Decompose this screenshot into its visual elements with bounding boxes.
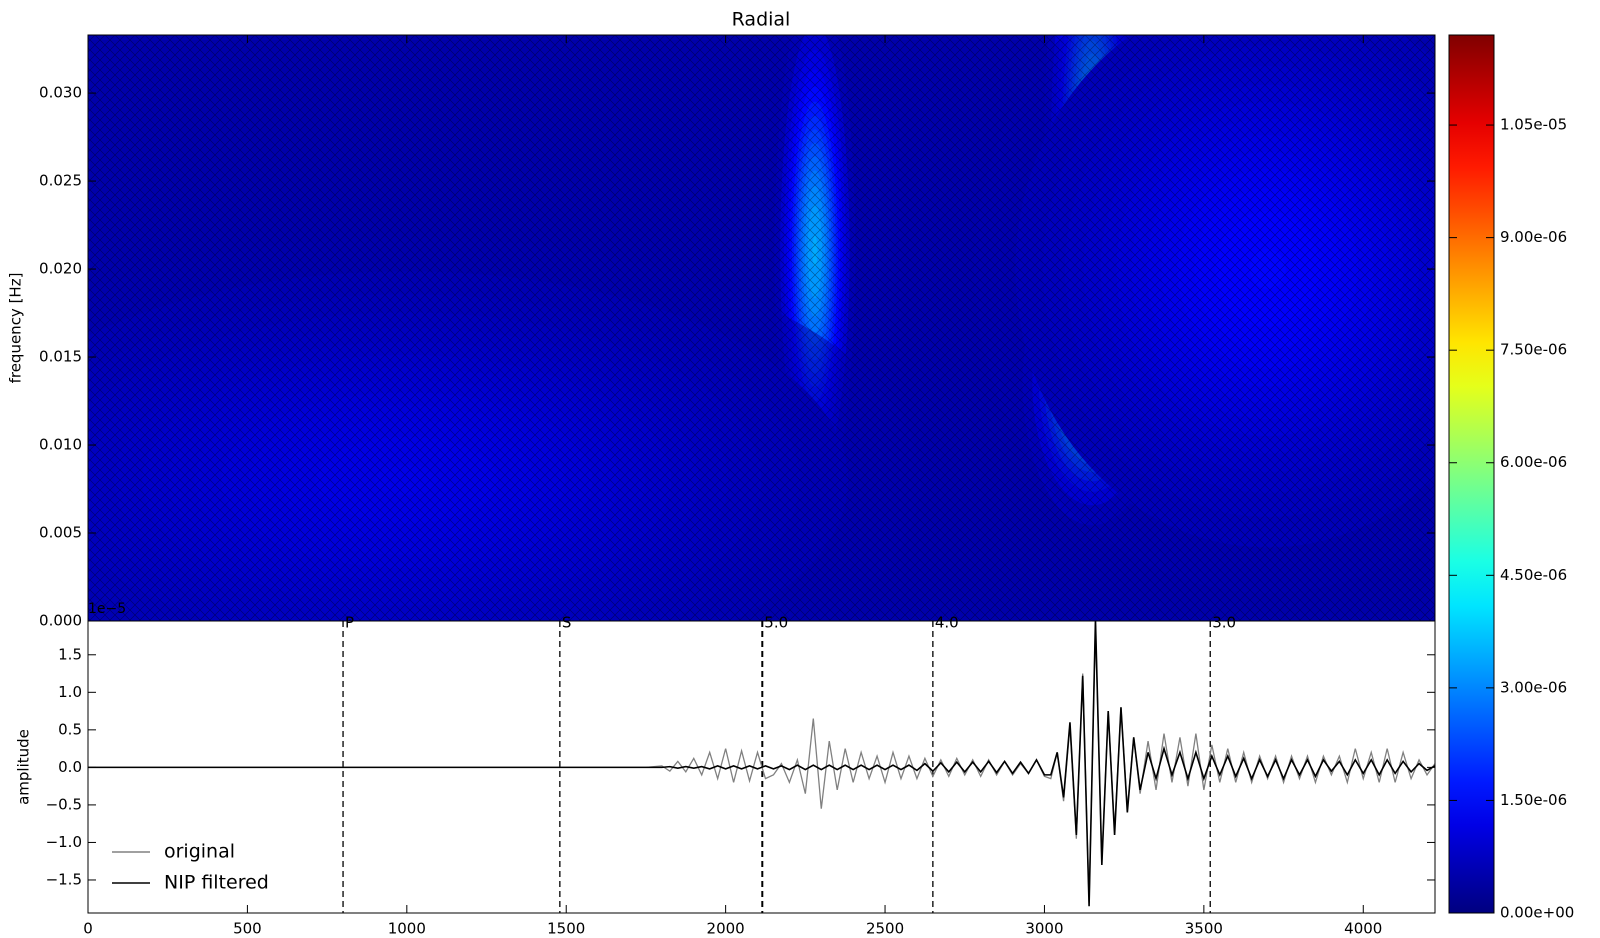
event-marker-label: S <box>562 614 572 632</box>
colorbar-tick-label: 7.50e-06 <box>1500 341 1567 359</box>
event-marker-label: 5.0 <box>764 614 788 632</box>
y-tick-label: 1.5 <box>58 645 82 663</box>
x-tick-label: 1500 <box>547 920 585 938</box>
y-tick-label: 0.000 <box>39 612 82 630</box>
hatching <box>88 35 1435 621</box>
x-tick-label: 2000 <box>707 920 745 938</box>
colorbar-tick-label: 3.00e-06 <box>1500 678 1567 696</box>
x-tick-label: 2500 <box>866 920 904 938</box>
event-marker-label: P <box>345 614 354 632</box>
y-tick-label: −1.5 <box>46 870 82 888</box>
y-tick-label: 0.005 <box>39 524 82 542</box>
legend-label: NIP filtered <box>164 872 269 894</box>
y-tick-label: −1.0 <box>46 833 82 851</box>
y-tick-label: 1.0 <box>58 683 82 701</box>
legend: original NIP filtered <box>112 841 269 894</box>
x-tick-label: 1000 <box>388 920 426 938</box>
x-tick-label: 500 <box>233 920 262 938</box>
chart-title: Radial <box>732 9 791 31</box>
y-axis-label: frequency [Hz] <box>7 273 25 384</box>
y-tick-label: 0.025 <box>39 172 82 190</box>
colorbar-tick-label: 9.00e-06 <box>1500 228 1567 246</box>
waveform-panel <box>88 621 1435 913</box>
y-tick-label: 0.015 <box>39 348 82 366</box>
colorbar-tick-label: 6.00e-06 <box>1500 453 1567 471</box>
y-tick-label: −0.5 <box>46 795 82 813</box>
x-tick-label: 3000 <box>1025 920 1063 938</box>
y-tick-label: 0.020 <box>39 260 82 278</box>
x-tick-label: 3500 <box>1185 920 1223 938</box>
series-line <box>88 621 1435 907</box>
colorbar-tick-label: 0.00e+00 <box>1500 904 1574 922</box>
colorbar-tick-label: 1.50e-06 <box>1500 791 1567 809</box>
y-tick-label: 0.5 <box>58 720 82 738</box>
y-axis-label: amplitude <box>15 729 33 805</box>
event-marker-label: 4.0 <box>935 614 959 632</box>
colorbar-tick-label: 1.05e-05 <box>1500 116 1567 134</box>
y-tick-label: 0.010 <box>39 436 82 454</box>
colorbar-tick-label: 4.50e-06 <box>1500 566 1567 584</box>
y-tick-label: 0.0 <box>58 758 82 776</box>
x-tick-label: 0 <box>83 920 93 938</box>
x-tick-label: 4000 <box>1344 920 1382 938</box>
y-tick-label: 0.030 <box>39 84 82 102</box>
colorbar <box>1448 34 1495 914</box>
legend-label: original <box>164 841 235 863</box>
offset-label: 1e−5 <box>88 601 126 617</box>
event-marker-label: 3.0 <box>1212 614 1236 632</box>
